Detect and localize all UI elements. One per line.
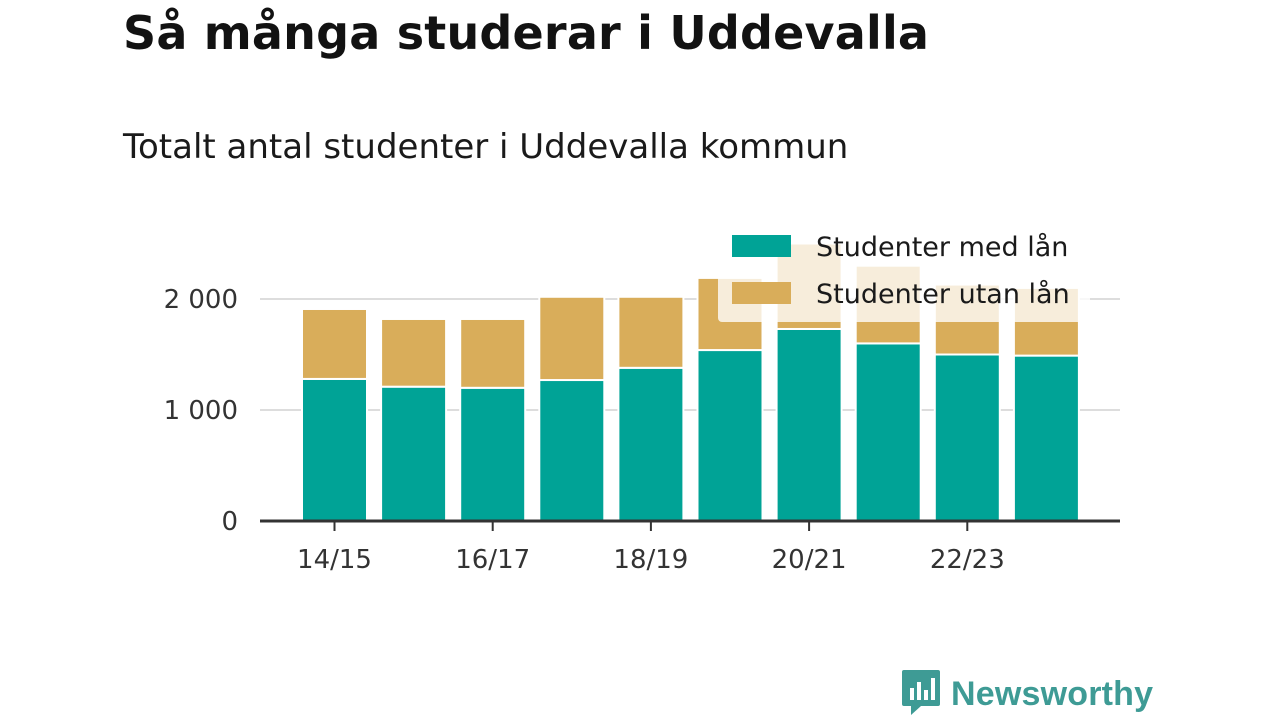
legend-swatch-utan-lan [732,282,791,304]
legend-background [718,224,1090,322]
brand: Newsworthy [901,668,1153,720]
legend-label: Studenter utan lån [816,279,1070,310]
legend-label: Studenter med lån [816,232,1068,263]
bar-segment-med-lan [617,366,685,522]
y-tick-label: 2 000 [164,285,238,315]
bar-segment-utan-lan [301,307,368,380]
bar-segment-med-lan [696,349,764,522]
x-tick-label: 18/19 [613,545,688,575]
chart-title: Så många studerar i Uddevalla [123,6,930,60]
bar-segment-med-lan [459,386,527,522]
brand-name: Newsworthy [951,674,1154,713]
x-tick-label: 22/23 [930,545,1005,575]
bar-segment-utan-lan [538,295,606,382]
x-tick-label: 20/21 [772,545,847,575]
bar-segment-med-lan [538,379,606,522]
x-tick-label: 16/17 [455,545,530,575]
x-tick-label: 14/15 [297,545,372,575]
legend: Studenter med lån Studenter utan lån [718,224,1090,322]
bar-segment-med-lan [301,377,368,523]
bar-segment-med-lan [380,385,448,522]
legend-swatch-med-lan [732,235,791,257]
bar-segment-med-lan [1012,354,1080,522]
y-tick-label: 1 000 [164,396,238,426]
bar-segment-med-lan [933,353,1001,522]
chart-subtitle: Totalt antal studenter i Uddevalla kommu… [123,127,849,167]
newsworthy-logo-icon [901,668,941,720]
bar-segment-utan-lan [380,317,448,388]
bar-segment-med-lan [775,327,843,522]
y-axis-ticks: 0 1 000 2 000 [164,285,238,537]
bar-segment-utan-lan [459,317,527,389]
x-axis: 14/15 16/17 18/19 20/21 22/23 [260,519,1120,575]
bar-segment-med-lan [854,342,922,522]
bar-segment-utan-lan [617,295,685,369]
y-tick-label: 0 [221,507,238,537]
